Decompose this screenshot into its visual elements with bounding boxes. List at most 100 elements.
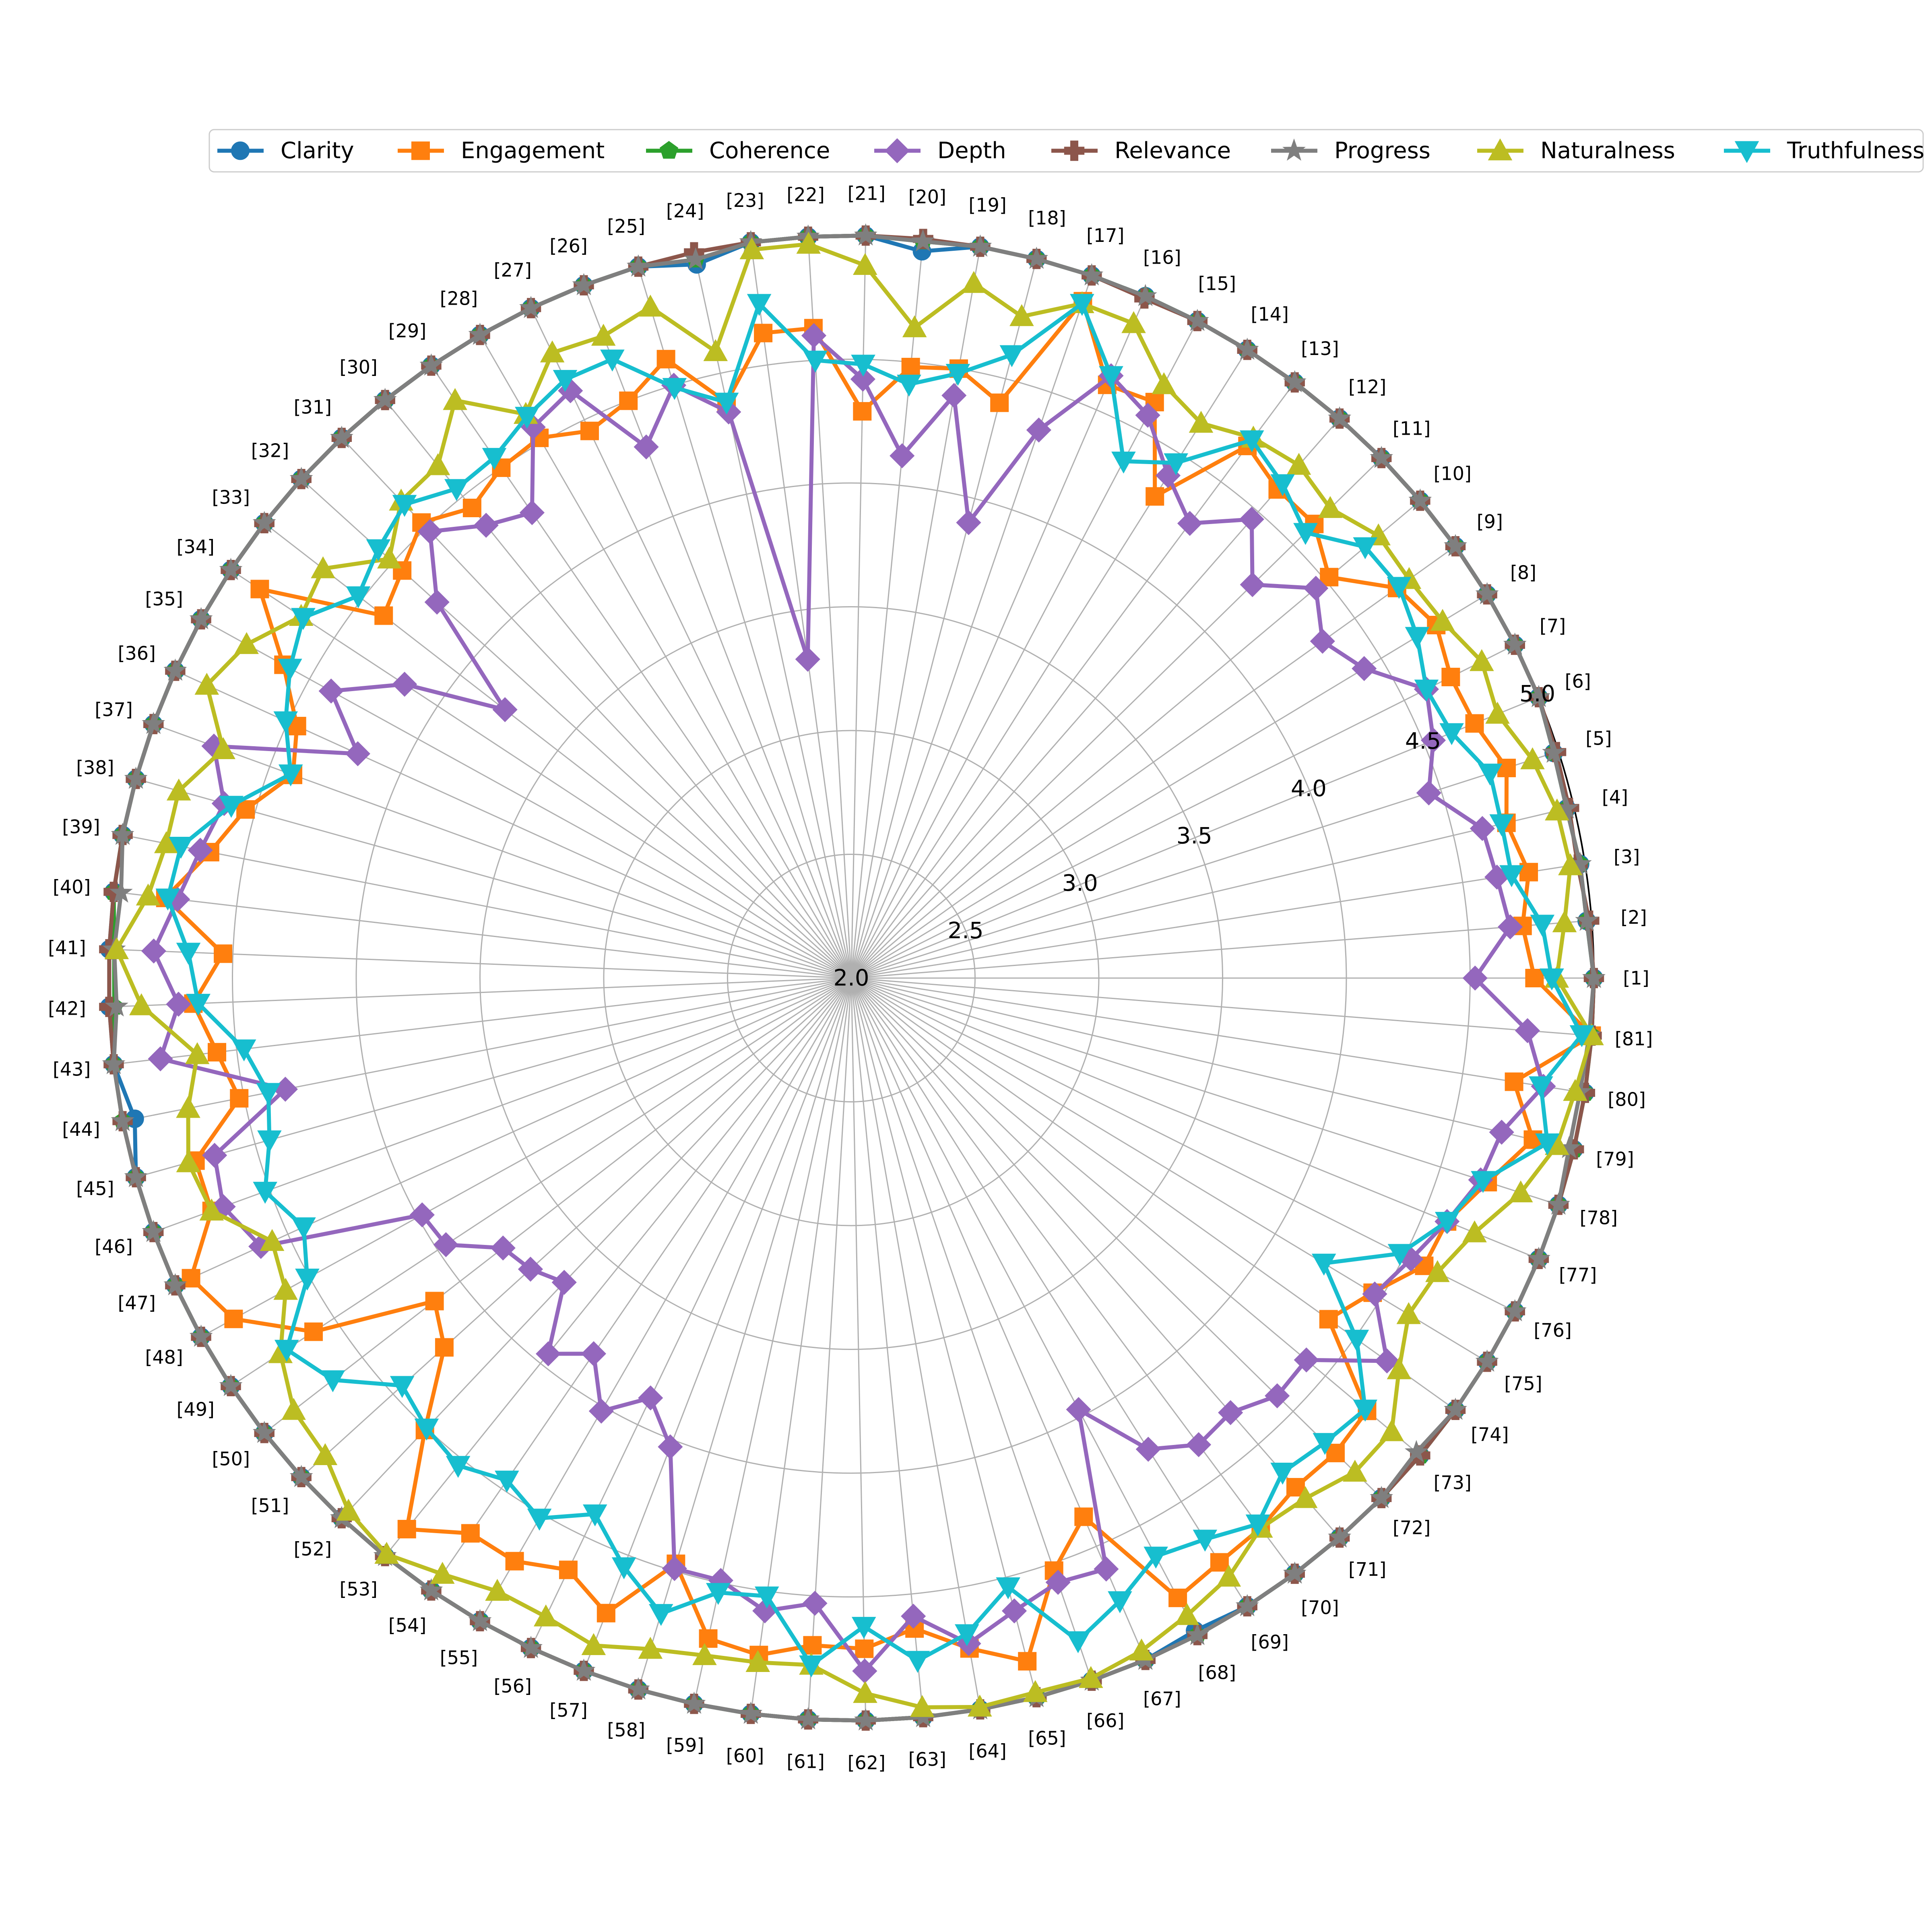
data-point — [424, 589, 450, 615]
data-point — [1497, 758, 1516, 777]
grid-spoke — [479, 978, 852, 1622]
data-point — [890, 443, 915, 469]
data-point — [492, 697, 518, 722]
grid-spoke — [638, 266, 852, 978]
radial-tick-label: 4.0 — [1291, 776, 1327, 802]
radial-tick-label: 4.5 — [1405, 728, 1441, 754]
data-point — [1370, 446, 1393, 468]
grid-spoke — [850, 978, 1248, 1607]
data-point — [304, 1322, 323, 1341]
category-label: [50] — [212, 1448, 250, 1470]
data-point — [1497, 914, 1523, 939]
category-label: [76] — [1534, 1319, 1571, 1341]
category-label: [25] — [607, 215, 645, 237]
data-point — [1569, 1025, 1594, 1047]
category-label: [11] — [1393, 418, 1430, 440]
data-point — [1239, 430, 1264, 452]
grid-spoke — [384, 399, 852, 978]
category-label: [1] — [1623, 967, 1649, 989]
legend-item-truthfulness: Truthfulness — [1724, 138, 1924, 164]
grid-spoke — [851, 977, 1559, 1205]
data-point — [851, 355, 875, 377]
grid-spoke — [850, 239, 924, 978]
category-label: [10] — [1434, 463, 1472, 485]
data-point — [600, 349, 625, 372]
series-line — [152, 333, 1546, 1673]
grid-spoke — [850, 978, 867, 1721]
category-label: [70] — [1301, 1597, 1339, 1618]
data-point — [1235, 1594, 1259, 1616]
grid-spoke — [301, 479, 852, 979]
data-point — [1475, 582, 1499, 605]
legend-label: Truthfulness — [1787, 138, 1924, 164]
series-lines — [99, 223, 1606, 1731]
data-point — [1186, 1432, 1212, 1457]
data-point — [801, 323, 827, 348]
data-point — [1475, 1349, 1499, 1372]
grid-spoke — [136, 778, 852, 979]
category-label: [44] — [62, 1119, 100, 1140]
data-point — [580, 421, 599, 440]
grid-spoke — [851, 644, 1515, 979]
data-point — [1164, 453, 1188, 475]
data-point — [1387, 1244, 1412, 1266]
data-point — [417, 519, 443, 544]
data-point — [446, 1456, 471, 1478]
data-point — [581, 1341, 607, 1366]
data-point — [1582, 966, 1606, 988]
data-point — [796, 1707, 820, 1730]
data-point — [148, 1046, 173, 1071]
grid-spoke — [530, 978, 852, 1649]
radial-tick-label: 2.0 — [833, 965, 869, 991]
data-point — [392, 495, 417, 517]
data-point — [1121, 311, 1146, 333]
data-point — [141, 938, 167, 964]
radial-tick-labels: 2.0 2.5 3.0 3.5 4.0 4.5 5.0 — [833, 681, 1555, 991]
data-point — [260, 1229, 285, 1251]
data-point — [1362, 1281, 1387, 1307]
data-point — [505, 1552, 524, 1571]
radial-tick-label: 3.5 — [1177, 823, 1212, 849]
grid-spoke — [230, 977, 852, 1387]
grid-spoke — [530, 308, 852, 978]
data-point — [1443, 534, 1468, 556]
category-label: [58] — [607, 1719, 645, 1741]
data-point — [224, 1309, 243, 1328]
category-label: [68] — [1198, 1662, 1236, 1683]
category-label: [22] — [786, 184, 824, 205]
data-point — [397, 1520, 416, 1539]
grid-spoke — [850, 978, 1340, 1538]
data-point — [699, 1629, 718, 1648]
data-point — [968, 1695, 992, 1717]
data-point — [1734, 141, 1759, 163]
data-point — [1001, 1598, 1027, 1624]
grid-spoke — [850, 458, 1382, 979]
data-point — [313, 1443, 338, 1466]
data-point — [1430, 609, 1455, 631]
data-point — [634, 434, 659, 460]
data-point — [626, 254, 650, 277]
data-point — [1326, 1443, 1345, 1462]
data-point — [1023, 1680, 1048, 1702]
data-point — [1408, 488, 1432, 511]
data-point — [1218, 1400, 1243, 1425]
data-point — [444, 479, 469, 501]
category-label: [56] — [494, 1675, 532, 1697]
data-point — [1505, 1072, 1523, 1091]
category-label: [81] — [1615, 1028, 1653, 1050]
grid-spoke — [200, 619, 852, 979]
data-point — [124, 766, 148, 789]
category-label: [34] — [177, 536, 215, 557]
data-point — [519, 500, 545, 525]
category-label: [21] — [848, 182, 886, 204]
data-point — [962, 271, 986, 293]
data-point — [1425, 1260, 1450, 1282]
data-point — [1193, 1530, 1218, 1552]
data-point — [572, 1658, 596, 1681]
data-point — [176, 943, 201, 965]
data-point — [188, 838, 213, 863]
data-point — [739, 237, 764, 260]
grid-spoke — [850, 978, 1146, 1660]
data-point — [336, 1499, 361, 1521]
data-point — [1009, 304, 1034, 326]
